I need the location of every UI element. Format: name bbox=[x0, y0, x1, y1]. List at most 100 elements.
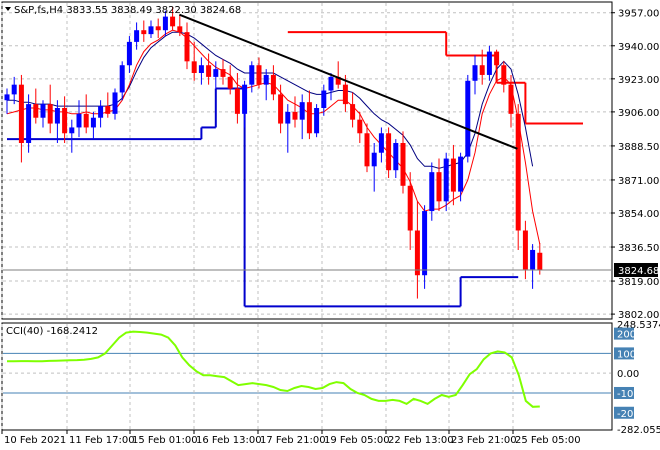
candle-body bbox=[321, 90, 327, 108]
candle-body bbox=[148, 26, 154, 35]
cci-tick-label: 0.00 bbox=[617, 369, 639, 380]
time-tick-label: 15 Feb 01:00 bbox=[132, 435, 198, 446]
candle-body bbox=[177, 26, 183, 33]
time-tick-label: 19 Feb 05:00 bbox=[324, 435, 390, 446]
candle-body bbox=[357, 119, 363, 134]
candle-body bbox=[407, 185, 413, 231]
price-tick-label: 3888.50 bbox=[618, 142, 659, 153]
candle-body bbox=[69, 127, 75, 134]
current-price-label: 3824.68 bbox=[618, 266, 659, 277]
cci-tick-label: 100 bbox=[617, 349, 636, 360]
candle-body bbox=[443, 158, 449, 202]
chart-header: S&P,fs,H4 3833.55 3838.49 3822.30 3824.6… bbox=[14, 5, 241, 16]
candle-body bbox=[126, 41, 132, 66]
candle-body bbox=[227, 76, 233, 89]
candle-body bbox=[119, 65, 125, 93]
candle-body bbox=[141, 30, 147, 35]
candle-body bbox=[422, 211, 428, 276]
cci-tick-label: 248.5374 bbox=[617, 320, 660, 331]
cci-tick-highlight bbox=[614, 347, 634, 360]
price-tick-label: 3957.00 bbox=[618, 9, 659, 20]
candle-body bbox=[486, 51, 492, 75]
cci-tick-label: -200 bbox=[617, 409, 640, 420]
candle-body bbox=[198, 65, 204, 73]
candle-body bbox=[494, 51, 500, 66]
candle-body bbox=[18, 84, 24, 143]
candle-body bbox=[256, 65, 262, 85]
candle-body bbox=[465, 80, 471, 157]
candle-body bbox=[501, 65, 507, 85]
candle-body bbox=[11, 84, 17, 95]
candle-body bbox=[47, 104, 53, 124]
candle-body bbox=[40, 104, 46, 118]
candle-body bbox=[458, 156, 464, 192]
price-tick-label: 3854.00 bbox=[618, 209, 659, 220]
price-tick-label: 3836.50 bbox=[618, 243, 659, 254]
time-tick-label: 22 Feb 13:00 bbox=[388, 435, 454, 446]
price-panel bbox=[1, 1, 613, 320]
time-tick-label: 23 Feb 21:00 bbox=[451, 435, 517, 446]
candle-body bbox=[270, 74, 276, 95]
candle-body bbox=[386, 133, 392, 171]
candle-body bbox=[429, 172, 435, 212]
candle-body bbox=[479, 65, 485, 75]
cci-tick-label: -100 bbox=[617, 389, 640, 400]
candle-body bbox=[90, 117, 96, 128]
candlestick-series bbox=[4, 6, 543, 299]
candle-body bbox=[522, 230, 528, 270]
dropdown-triangle-icon[interactable] bbox=[5, 7, 11, 11]
candle-body bbox=[249, 65, 255, 85]
cci-tick-highlight bbox=[614, 386, 634, 399]
candle-body bbox=[335, 76, 341, 85]
candle-body bbox=[328, 76, 334, 91]
cci-panel bbox=[1, 322, 613, 431]
candle-body bbox=[299, 102, 305, 120]
time-tick-label: 25 Feb 05:00 bbox=[515, 435, 581, 446]
cci-tick-highlight bbox=[614, 327, 634, 340]
cci-tick-highlight bbox=[614, 406, 634, 419]
candle-body bbox=[306, 102, 312, 134]
cci-line bbox=[7, 330, 540, 408]
candle-body bbox=[508, 84, 514, 114]
candle-body bbox=[162, 16, 168, 31]
candle-body bbox=[242, 84, 248, 114]
candle-body bbox=[450, 158, 456, 192]
price-tick-label: 3819.00 bbox=[618, 277, 659, 288]
candle-body bbox=[76, 113, 82, 128]
candle-body bbox=[530, 249, 536, 270]
candle-body bbox=[234, 88, 240, 114]
candle-body bbox=[83, 113, 89, 128]
candle-body bbox=[33, 104, 39, 118]
candle-body bbox=[350, 104, 356, 120]
trendline-group bbox=[3, 13, 611, 271]
cci-tick-label: -282.0558 bbox=[617, 425, 660, 436]
candle-body bbox=[220, 69, 226, 77]
price-tick-label: 3802.00 bbox=[618, 310, 659, 321]
price-tick-label: 3906.00 bbox=[618, 108, 659, 119]
candle-body bbox=[105, 106, 111, 114]
candle-body bbox=[112, 92, 118, 114]
price-tick-label: 3940.00 bbox=[618, 42, 659, 53]
candle-body bbox=[26, 104, 32, 143]
candle-body bbox=[134, 30, 140, 42]
candle-body bbox=[292, 111, 298, 120]
cci-title: CCI(40) -168.2412 bbox=[6, 326, 98, 337]
candle-body bbox=[206, 65, 212, 77]
price-tick-label: 3871.00 bbox=[618, 176, 659, 187]
candle-body bbox=[393, 143, 399, 171]
time-tick-label: 17 Feb 21:00 bbox=[260, 435, 326, 446]
candle-body bbox=[98, 106, 104, 118]
candle-body bbox=[364, 133, 370, 167]
candle-body bbox=[371, 152, 377, 167]
trendline bbox=[179, 13, 518, 150]
candle-body bbox=[414, 230, 420, 276]
candle-body bbox=[184, 32, 190, 62]
candle-body bbox=[342, 84, 348, 105]
candle-body bbox=[537, 252, 543, 271]
candle-body bbox=[54, 108, 60, 124]
time-tick-label: 11 Feb 17:00 bbox=[69, 435, 135, 446]
candle-body bbox=[170, 16, 176, 27]
cci-series bbox=[7, 330, 540, 408]
